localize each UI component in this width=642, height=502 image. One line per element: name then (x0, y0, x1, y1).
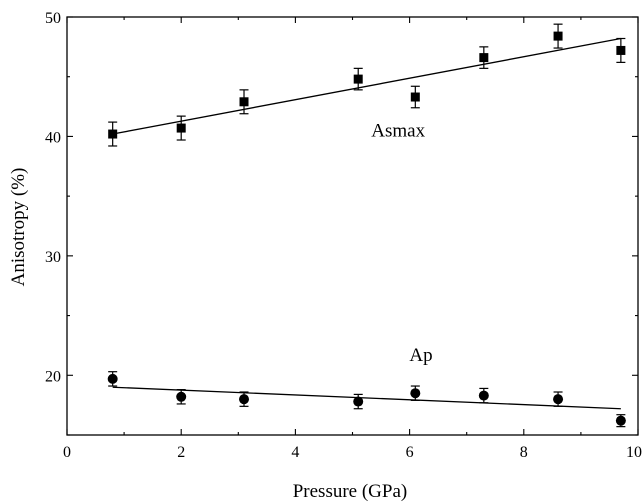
x-tick-label: 6 (406, 444, 414, 461)
plot-area (66, 16, 639, 436)
data-point (410, 388, 421, 399)
data-point (353, 74, 363, 84)
y-tick-label: 40 (45, 129, 61, 146)
data-point (353, 396, 364, 407)
data-point (239, 97, 249, 107)
y-axis-title: Anisotropy (%) (8, 168, 29, 287)
x-axis-title: Pressure (GPa) (293, 481, 408, 502)
data-point (239, 394, 250, 405)
series-label-asmax: Asmax (371, 120, 425, 141)
data-point (616, 45, 626, 55)
fit-line (112, 37, 621, 135)
data-point (479, 53, 489, 63)
data-point (553, 31, 563, 41)
data-point (410, 92, 420, 102)
data-point (176, 391, 187, 402)
x-axis: 0 2 4 6 8 10 (63, 17, 642, 461)
y-tick-label: 20 (45, 368, 61, 385)
y-axis: 20 30 40 50 (45, 10, 638, 436)
x-tick-label: 8 (520, 444, 528, 461)
annotation-layer: Asmax Ap (371, 120, 432, 366)
data-point (108, 129, 118, 139)
data-point (615, 415, 626, 426)
data-point (478, 390, 489, 401)
data-point (176, 123, 186, 133)
series-ap (107, 371, 626, 428)
y-tick-label: 50 (45, 10, 61, 27)
y-tick-label: 30 (45, 249, 61, 266)
x-tick-label: 4 (291, 444, 299, 461)
data-point (553, 394, 564, 405)
plot-frame (66, 16, 639, 436)
series-asmax (108, 23, 626, 147)
x-tick-label: 0 (63, 444, 71, 461)
x-tick-label: 2 (177, 444, 185, 461)
fit-line (112, 386, 621, 410)
series-layer (107, 23, 626, 428)
x-tick-label: 10 (626, 444, 642, 461)
series-label-ap: Ap (409, 345, 432, 366)
data-point (107, 373, 118, 384)
